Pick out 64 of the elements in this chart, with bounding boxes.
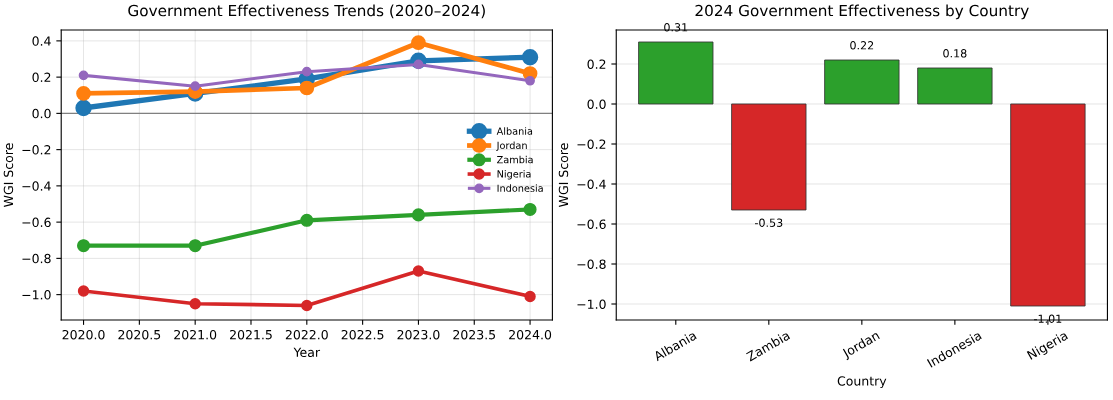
legend-label: Albania [496,127,533,135]
y-tick-label: 0.0 [32,108,51,119]
point [523,202,537,216]
y-tick-label: 0.2 [587,59,606,69]
point [301,299,313,312]
y-tick-label: 0.4 [32,36,51,46]
y-tick-label: −0.4 [22,181,51,191]
y-tick-label: 0.2 [32,72,51,83]
point [299,80,315,96]
point [525,75,535,86]
point [76,86,91,101]
y-tick-label: −0.2 [577,139,606,149]
x-tick-label: 2023.5 [453,329,496,340]
point [78,70,89,81]
point [412,265,425,277]
x-tick-label: 2022.5 [341,329,384,340]
point [190,81,201,92]
point [524,290,536,303]
data-label: 0.18 [943,49,967,58]
x-tick-label: 2022.0 [285,329,328,340]
bar [731,103,807,211]
y-tick-label: −0.8 [22,253,51,264]
x-axis-title: Country [837,376,887,389]
data-label: -0.53 [754,218,783,227]
bar [1010,103,1086,307]
point [411,208,425,222]
data-label: 0.22 [850,41,874,50]
y-tick-label: −0.6 [22,217,51,228]
point [75,99,92,117]
x-tick-label: 2020.5 [118,329,161,340]
legend-label: Zambia [497,155,533,164]
x-tick-label: 2021.5 [230,329,272,340]
chart-title: Government Effectiveness Trends (2020–2024) [128,4,485,19]
point [521,48,539,66]
x-tick-label: 2021.0 [174,329,217,340]
bar [917,67,993,105]
y-tick-label: 0.0 [587,99,606,109]
x-tick-label: 2024.0 [509,329,552,340]
x-tick-label: 2020.0 [62,329,105,340]
legend-label: Jordan [496,141,527,151]
point [411,35,426,51]
legend-label: Indonesia [497,184,543,192]
point [300,213,314,227]
y-tick-label: −1.0 [22,290,51,300]
point [77,285,90,297]
data-label: 0.31 [664,23,688,32]
y-tick-label: −0.4 [577,179,606,189]
x-axis-title: Year [293,347,321,358]
y-axis-title: WGI Score [3,143,14,207]
y-tick-label: −0.2 [22,145,51,155]
point [189,297,201,310]
data-label: -1.01 [1034,314,1062,323]
legend-label: Nigeria [497,170,531,180]
bar [824,59,900,105]
point [77,239,91,253]
y-tick-label: −1.0 [577,299,606,309]
y-axis-title: WGI Score [558,143,569,207]
point [188,239,202,253]
bar [638,41,714,105]
point [301,66,312,77]
y-tick-label: −0.6 [577,219,606,229]
x-tick-label: 2023.0 [397,329,440,340]
y-tick-label: −0.8 [577,259,606,269]
chart-title: 2024 Government Effectiveness by Country [695,4,1029,20]
